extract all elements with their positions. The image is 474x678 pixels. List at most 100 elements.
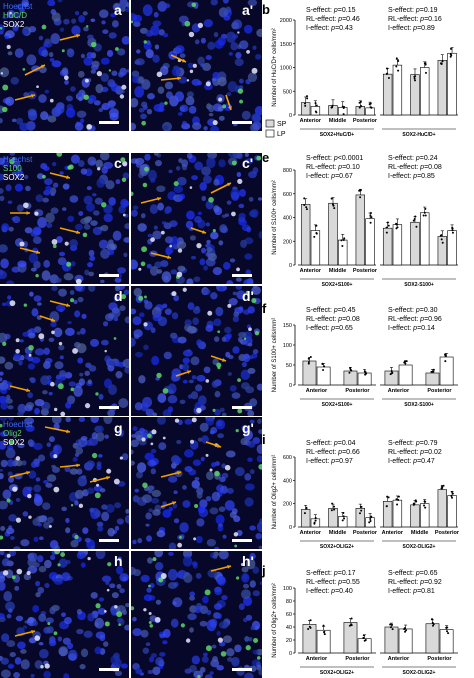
panel-label-h: h	[114, 553, 123, 569]
data-point	[309, 619, 312, 622]
data-point	[315, 232, 318, 235]
data-point	[424, 63, 427, 66]
y-tick-label: 500	[283, 89, 292, 95]
data-point	[306, 95, 309, 98]
data-point	[440, 487, 443, 490]
scale-bar	[99, 406, 119, 409]
scale-bar	[99, 539, 119, 542]
data-point	[349, 367, 352, 370]
channel-hoechst: Hoechst	[3, 2, 33, 11]
bar-sp	[328, 202, 338, 266]
stats-line: I-effect: p=0.65	[306, 325, 353, 332]
micrograph-image	[131, 0, 262, 131]
group-label: SOX2-S100+	[404, 282, 434, 288]
data-point	[330, 509, 333, 512]
data-point	[441, 60, 444, 63]
data-point	[451, 492, 454, 495]
data-point	[386, 221, 389, 224]
data-point	[309, 626, 312, 629]
panel-label-c-prime: c'	[242, 155, 254, 171]
data-point	[432, 370, 435, 373]
data-point	[303, 197, 306, 200]
data-point	[341, 519, 344, 522]
channel-sox2: SOX2	[3, 20, 25, 29]
data-point	[431, 618, 434, 621]
y-tick-label: 150	[283, 323, 292, 329]
data-point	[440, 234, 443, 237]
y-tick-label: 100	[283, 586, 292, 592]
bar-lp	[392, 224, 403, 266]
stats-line: RL-effect: p=0.16	[388, 16, 442, 23]
panel-label-b: b	[262, 2, 270, 17]
x-category-label: Posterior	[353, 118, 378, 124]
y-tick-label: 600	[283, 455, 292, 461]
y-axis-label: Number of Olig2+ cells/mm²	[272, 583, 278, 658]
bar-sp	[302, 624, 317, 654]
y-tick-label: 2000	[280, 18, 292, 24]
panel-label-d: d	[114, 288, 123, 304]
data-point	[430, 370, 433, 373]
bar-sp	[300, 102, 311, 116]
micro-panel-a-prime	[131, 0, 262, 131]
data-point	[330, 197, 333, 200]
y-tick-label: 0	[289, 263, 292, 269]
x-category-label: Middle	[329, 118, 346, 124]
data-point	[313, 522, 316, 525]
data-point	[447, 632, 450, 635]
x-category-label: Anterior	[300, 268, 322, 274]
data-point	[303, 204, 306, 207]
data-point	[423, 504, 426, 507]
data-point	[450, 54, 453, 57]
data-point	[350, 623, 353, 626]
data-point	[368, 103, 371, 106]
scale-bar	[232, 668, 252, 671]
x-category-label: Anterior	[388, 388, 410, 394]
data-point	[405, 360, 408, 363]
data-point	[322, 369, 325, 372]
micrograph-image	[0, 153, 129, 284]
data-point	[305, 208, 308, 211]
data-point	[451, 227, 454, 230]
data-point	[397, 499, 400, 502]
group-label: SOX2+OLIG2+	[320, 544, 354, 550]
panel-label-i: i	[262, 432, 266, 447]
legend-label: LP	[277, 131, 286, 138]
data-point	[396, 223, 399, 226]
stats-line: I-effect: p=0.81	[388, 588, 435, 595]
data-point	[322, 624, 325, 627]
x-category-label: Posterior	[427, 388, 452, 394]
bar-sp	[343, 370, 358, 386]
bar-sp	[437, 489, 447, 528]
micro-panel-c	[0, 153, 129, 284]
data-point	[359, 505, 362, 508]
bar-sp	[437, 60, 447, 116]
data-point	[404, 630, 407, 633]
data-point	[314, 517, 317, 520]
x-category-label: Anterior	[300, 118, 322, 124]
y-axis-label: Number of HuC/D+ cells/mm²	[272, 28, 278, 107]
data-point	[343, 237, 346, 240]
data-point	[387, 496, 390, 499]
data-point	[314, 102, 317, 105]
data-point	[445, 626, 448, 629]
data-point	[331, 502, 334, 505]
data-point	[323, 633, 326, 636]
scale-bar	[232, 539, 252, 542]
data-point	[415, 500, 418, 503]
data-point	[360, 105, 363, 108]
channel-sox2: SOX2	[3, 438, 25, 447]
data-point	[369, 517, 372, 520]
data-point	[424, 214, 427, 217]
data-point	[364, 638, 367, 641]
data-point	[333, 207, 336, 210]
stats-line: I-effect: p=0.43	[306, 25, 353, 32]
bar-sp	[425, 372, 440, 386]
bar-sp	[300, 509, 311, 528]
data-point	[397, 495, 400, 498]
group-label: SOX2+S100+	[322, 402, 353, 408]
x-category-label: Posterior	[345, 388, 370, 394]
stats-line: RL-effect: p=0.55	[306, 579, 360, 586]
data-point	[440, 62, 443, 65]
bar-sp	[410, 221, 420, 266]
x-category-label: Posterior	[353, 268, 378, 274]
